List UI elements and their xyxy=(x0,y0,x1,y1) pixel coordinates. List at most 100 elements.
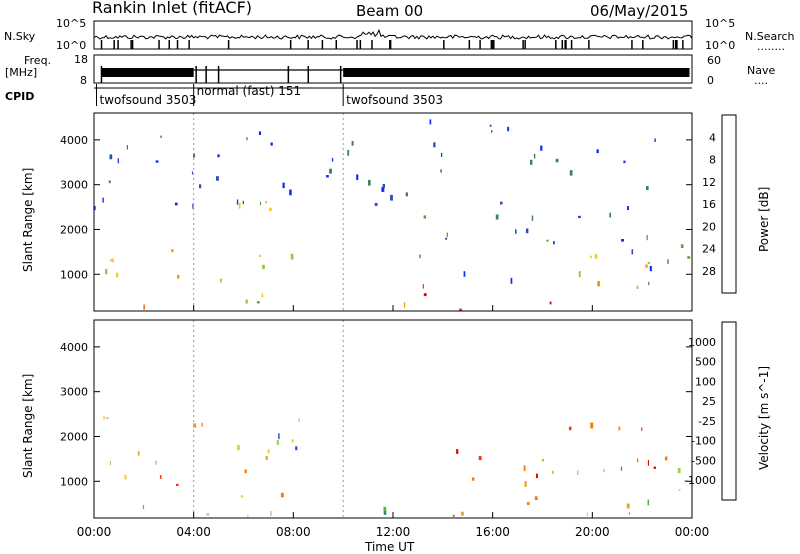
range-gate-cell xyxy=(142,504,145,510)
range-gate-cell xyxy=(687,256,691,259)
range-gate-cell xyxy=(270,142,273,146)
range-gate-cell xyxy=(461,511,464,516)
range-gate-cell xyxy=(491,130,493,133)
range-gate-cell xyxy=(636,458,639,463)
colorbar-tick-label: -1000 xyxy=(684,474,716,487)
range-gate-cell xyxy=(155,160,159,163)
velocity-colorbar-label-text: Velocity [m s^-1] xyxy=(757,366,771,470)
range-gate-cell xyxy=(383,506,387,512)
range-gate-cell xyxy=(347,149,350,156)
range-gate-cell xyxy=(267,449,270,454)
range-gate-cell xyxy=(258,131,261,135)
nsky-trace xyxy=(93,28,693,40)
range-gate-cell xyxy=(452,514,455,517)
x-tick-label: 08:00 xyxy=(276,525,311,539)
range-gate-cell xyxy=(578,215,581,219)
range-gate-cell xyxy=(631,249,634,255)
range-gate-cell xyxy=(618,426,621,431)
range-gate-cell xyxy=(577,470,579,475)
colorbar-tick-label: 8 xyxy=(709,154,716,167)
nave-legend-dots: .... xyxy=(754,74,768,87)
range-gate-cell xyxy=(648,281,650,286)
x-axis-title: Time UT xyxy=(364,540,415,554)
range-gate-cell xyxy=(641,427,643,431)
nsearch-tick-top: 10^5 xyxy=(705,17,735,30)
range-gate-cell xyxy=(594,253,598,259)
range-gate-cell xyxy=(159,475,162,479)
range-gate-cell xyxy=(381,187,385,192)
range-gate-cell xyxy=(423,215,427,219)
range-gate-cell xyxy=(331,157,334,162)
range-gate-cell xyxy=(654,138,656,142)
velocity-heatmap xyxy=(103,320,681,519)
range-gate-cell xyxy=(108,180,111,184)
range-gate-cell xyxy=(237,445,240,451)
nsky-series xyxy=(93,28,693,49)
range-gate-cell xyxy=(109,461,111,466)
nsearch-label: N.Search xyxy=(745,30,795,43)
y-tick-label: 2000 xyxy=(60,223,88,236)
velocity-colorbar: 1000 500 100 25 -25 -100 -500 -1000 xyxy=(684,321,737,501)
date-label: 06/May/2015 xyxy=(590,2,688,20)
range-gate-cell xyxy=(647,460,649,466)
cpid-segment-label: twofsound 3503 xyxy=(99,93,196,107)
range-gate-cell xyxy=(552,470,554,475)
range-gate-cell xyxy=(112,258,114,263)
nsearch-tick-bottom: 10^0 xyxy=(705,39,735,52)
time-x-axis: 00:00 04:00 08:00 12:00 16:00 20:00 00:00 xyxy=(77,305,709,539)
range-gate-cell xyxy=(569,170,573,176)
range-gate-cell xyxy=(667,259,669,264)
range-gate-cell xyxy=(422,284,424,289)
velocity-panel: 1000 2000 3000 4000 Slant Range [km] 1000 50… xyxy=(21,319,771,519)
range-gate-cell xyxy=(102,197,104,203)
range-gate-cell xyxy=(536,473,538,479)
range-gate-cell xyxy=(160,135,162,138)
colorbar-tick-label: -100 xyxy=(691,435,716,448)
cpid-segment-label: twofsound 3503 xyxy=(346,93,443,107)
range-gate-cell xyxy=(677,467,681,474)
colorbar-tick-label: -500 xyxy=(691,454,716,467)
range-gate-cell xyxy=(262,264,265,269)
range-gate-cell xyxy=(295,446,298,451)
range-gate-cell xyxy=(155,460,157,465)
cpid-label: CPID xyxy=(5,90,34,103)
power-colorbar: 4 8 12 16 20 24 28 xyxy=(702,114,737,294)
range-gate-cell xyxy=(176,483,179,486)
range-gate-cell xyxy=(110,258,112,262)
range-gate-cell xyxy=(555,158,559,163)
range-gate-cell xyxy=(507,126,510,132)
range-gate-cell xyxy=(531,215,534,221)
range-gate-cell xyxy=(259,254,262,257)
range-gate-cell xyxy=(126,145,128,150)
colorbar-tick-label: 24 xyxy=(702,243,716,256)
nave-band xyxy=(101,68,194,77)
colorbar-frame xyxy=(721,321,737,501)
range-gate-cell xyxy=(220,278,222,283)
range-gate-cell xyxy=(351,141,354,146)
range-gate-cell xyxy=(540,145,543,151)
range-gate-cell xyxy=(171,249,174,253)
nave-band xyxy=(343,68,690,77)
range-gate-cell xyxy=(463,271,466,277)
range-gate-cell xyxy=(270,510,272,517)
range-gate-cell xyxy=(419,254,421,258)
range-gate-cell xyxy=(627,206,629,211)
y-tick-label: 3000 xyxy=(60,179,88,192)
range-gate-cell xyxy=(510,277,513,284)
range-gate-cell xyxy=(105,269,108,275)
range-gate-cell xyxy=(278,433,280,440)
colorbar-tick-label: -25 xyxy=(698,415,716,428)
range-gate-cell xyxy=(628,512,630,515)
velocity-ylabel: Slant Range [km] xyxy=(21,374,35,478)
range-gate-cell xyxy=(291,439,294,443)
range-gate-cell xyxy=(533,153,536,159)
range-gate-cell xyxy=(653,466,656,469)
range-gate-cell xyxy=(124,474,127,480)
range-gate-cell xyxy=(568,426,572,431)
range-gate-cell xyxy=(199,184,202,189)
nave-tick-top: 60 xyxy=(707,54,721,67)
nsky-label: N.Sky xyxy=(4,30,36,43)
range-gate-cell xyxy=(94,206,96,211)
range-gate-cell xyxy=(623,160,626,164)
